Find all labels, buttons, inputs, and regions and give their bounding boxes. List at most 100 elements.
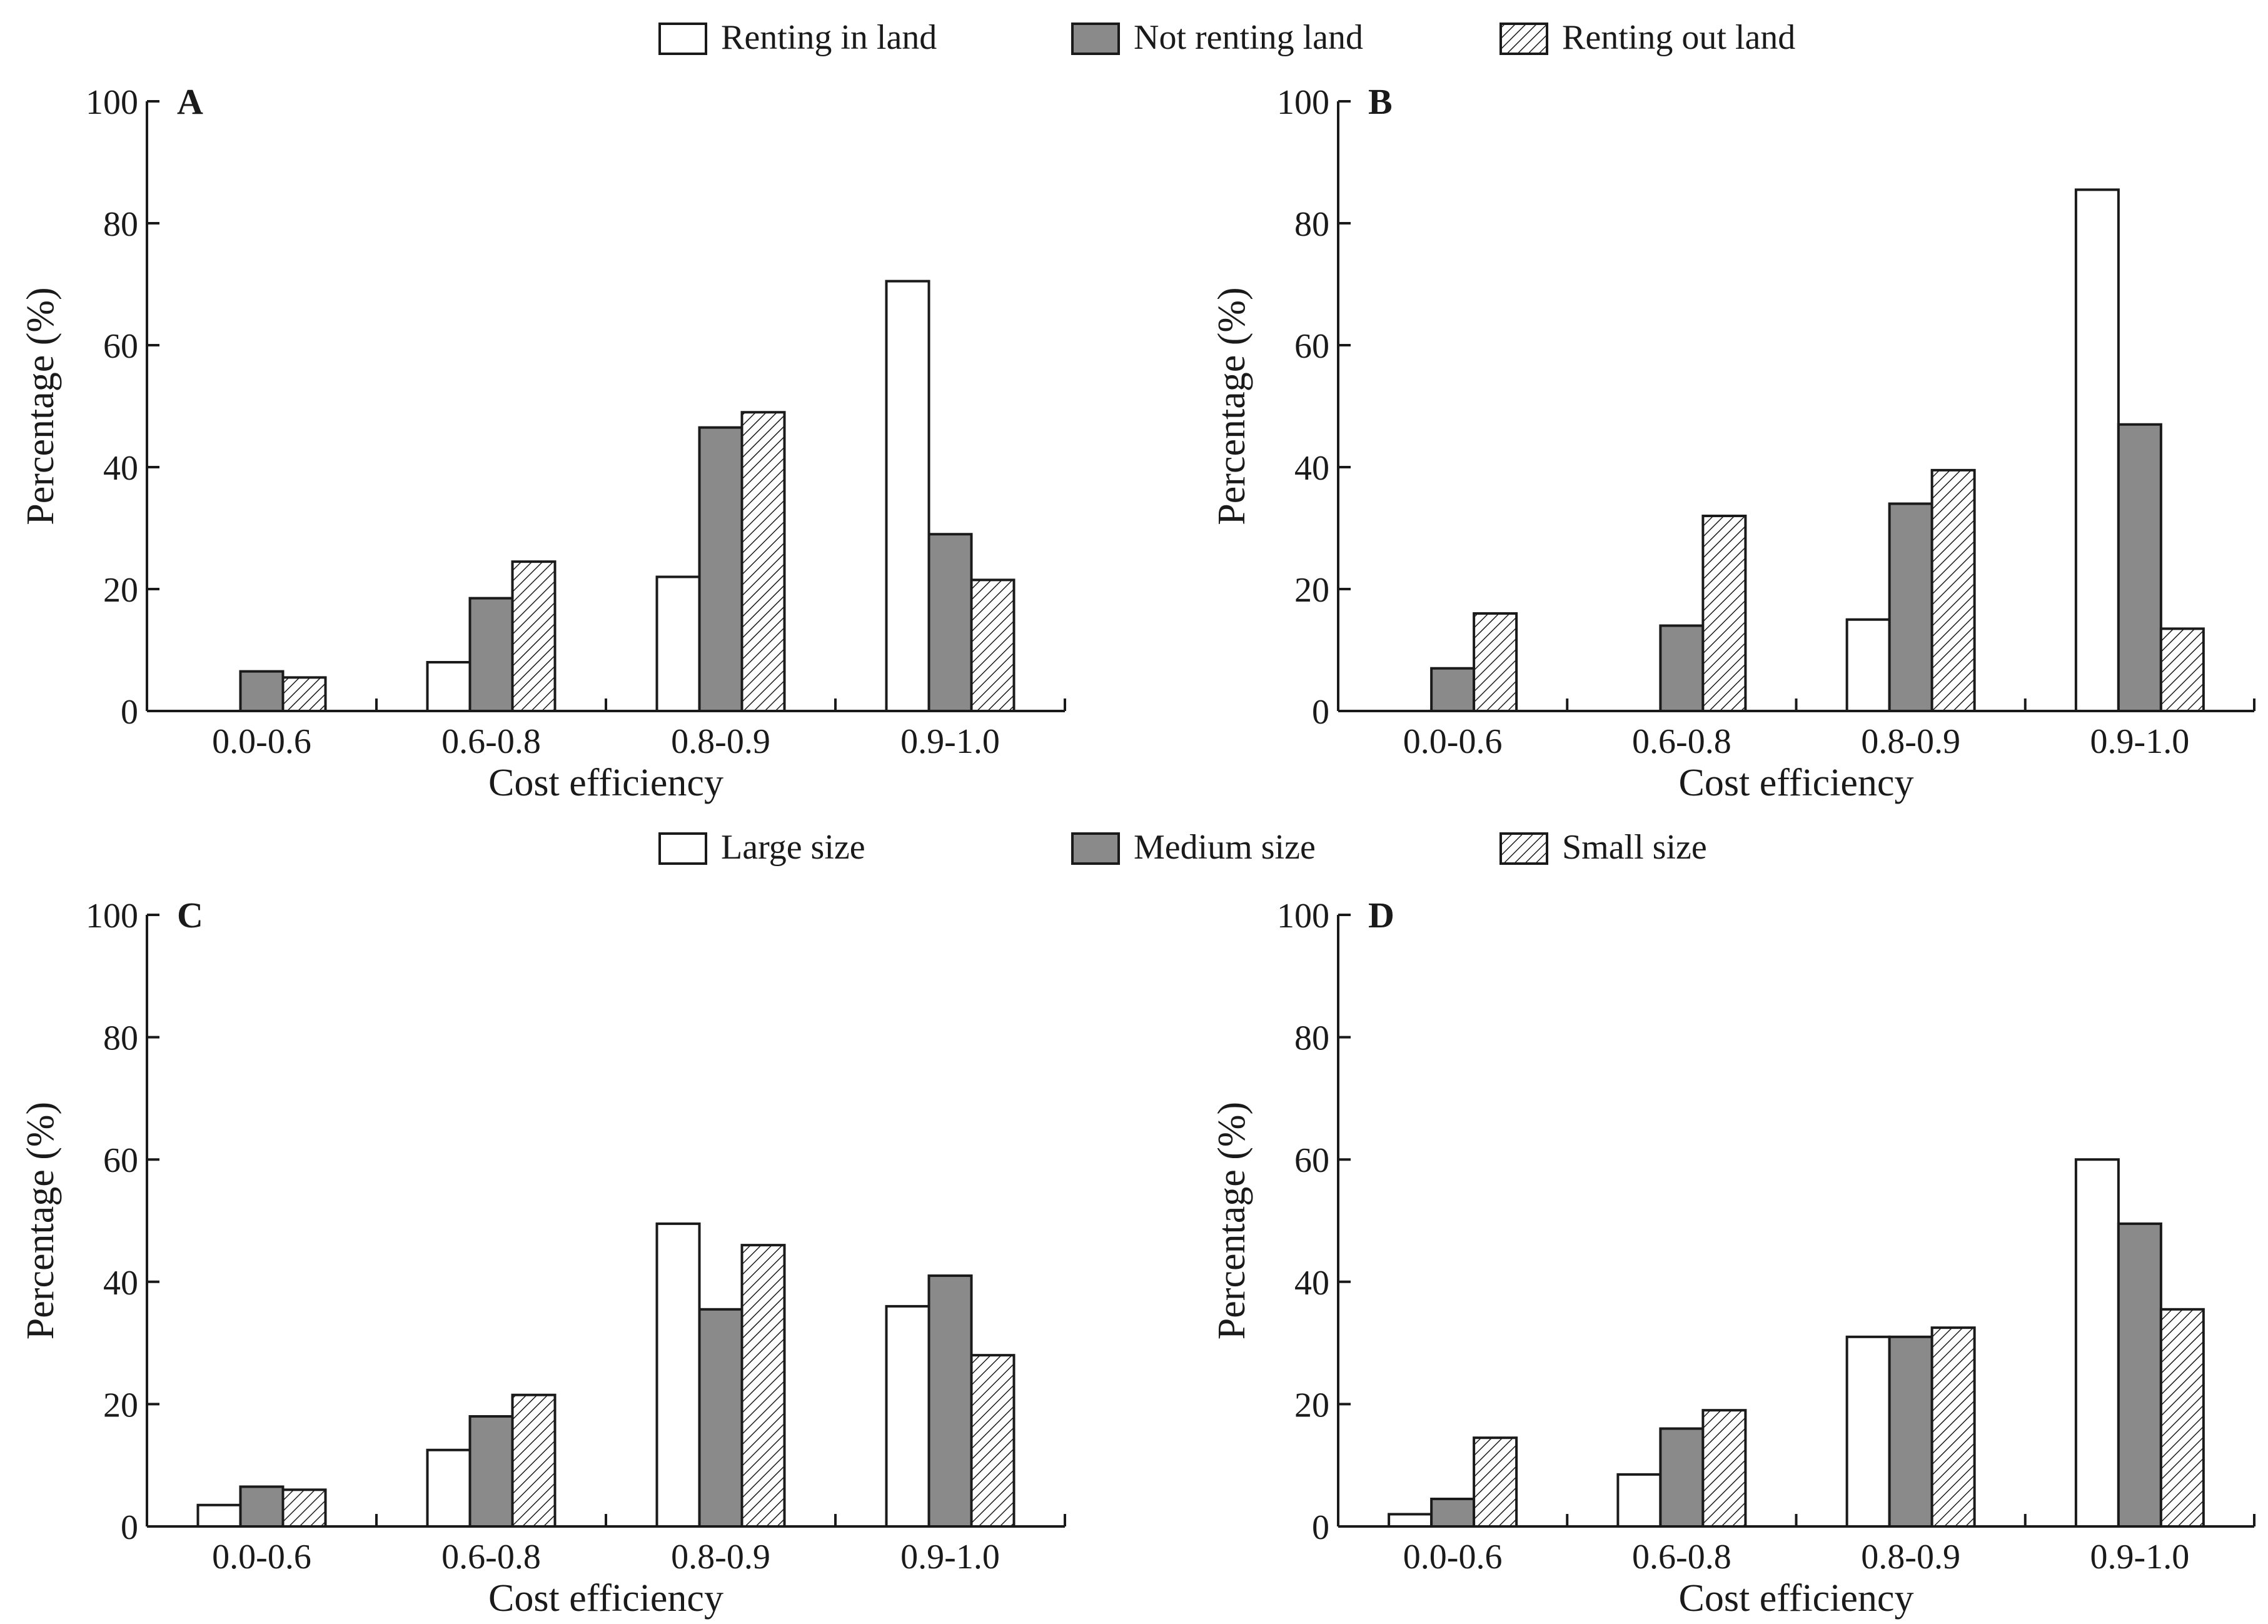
x-tick-label: 0.9-1.0 <box>2090 1538 2190 1576</box>
y-tick-label: 0 <box>1312 693 1329 732</box>
bar-D-gray-0.8-0.9 <box>1888 1335 1933 1528</box>
y-tick-label: 40 <box>103 449 138 488</box>
bar-A-gray-0.0-0.6 <box>239 670 285 712</box>
x-tick-label: 0.6-0.8 <box>441 1538 541 1576</box>
bar-A-hatch-0.0-0.6 <box>281 676 327 712</box>
x-tick-label: 0.0-0.6 <box>212 1538 311 1576</box>
x-tick-label: 0.6-0.8 <box>1632 722 1731 761</box>
bar-D-gray-0.0-0.6 <box>1430 1497 1476 1528</box>
chart-panel-A: 0 20 40 60 80 100 0.0-0.6 0.6-0.8 0.8-0.9 0.9-1.0… <box>19 81 1066 804</box>
legend-bottom: Large size Medium size Small size <box>658 828 1707 867</box>
y-tick-label: 0 <box>121 693 138 732</box>
y-tick-label: 100 <box>86 83 138 122</box>
bar-B-hatch-0.0-0.6 <box>1473 612 1518 712</box>
legend-label: Small size <box>1562 828 1707 867</box>
bar-C-hatch-0.6-0.8 <box>511 1393 557 1528</box>
x-tick-label: 0.6-0.8 <box>1632 1538 1731 1576</box>
bar-B-hatch-0.8-0.9 <box>1930 468 1976 712</box>
y-tick-label: 60 <box>1294 327 1329 366</box>
bar-D-gray-0.9-1.0 <box>2117 1222 2162 1528</box>
chart-panel-B: 0 20 40 60 80 100 0.0-0.6 0.6-0.8 0.8-0.9 0.9-1.0… <box>1211 81 2255 804</box>
bar-C-hatch-0.9-1.0 <box>970 1354 1016 1528</box>
y-tick-label: 20 <box>103 571 138 610</box>
legend-top: Renting in land Not renting land Renting o… <box>658 18 1795 57</box>
y-tick-label: 100 <box>1277 83 1329 122</box>
bar-D-white-0.9-1.0 <box>2074 1158 2120 1528</box>
bar-D-hatch-0.6-0.8 <box>1701 1409 1747 1528</box>
bar-D-hatch-0.9-1.0 <box>2159 1308 2205 1528</box>
legend-swatch-gray <box>1071 832 1120 865</box>
y-tick-label: 80 <box>1294 1019 1329 1058</box>
x-axis-title: Cost efficiency <box>1679 1577 1914 1620</box>
bar-A-hatch-0.6-0.8 <box>511 560 557 712</box>
y-tick-label: 0 <box>121 1508 138 1547</box>
bar-A-gray-0.6-0.8 <box>468 597 514 712</box>
bar-A-white-0.9-1.0 <box>885 280 930 712</box>
y-tick-label: 20 <box>103 1386 138 1425</box>
x-tick-label: 0.9-1.0 <box>900 1538 1000 1576</box>
bar-B-gray-0.6-0.8 <box>1659 624 1705 712</box>
legend-swatch-gray <box>1071 23 1120 55</box>
bar-A-gray-0.9-1.0 <box>927 533 973 712</box>
bar-A-white-0.8-0.9 <box>655 575 701 712</box>
x-tick-label: 0.0-0.6 <box>1403 1538 1503 1576</box>
panel-label: A <box>177 81 203 122</box>
panel-label: B <box>1368 81 1393 122</box>
bar-B-gray-0.0-0.6 <box>1430 667 1476 712</box>
chart-panel-C: 0 20 40 60 80 100 0.0-0.6 0.6-0.8 0.8-0.9 0.9-1.0… <box>19 895 1066 1620</box>
legend-swatch-white <box>658 23 707 55</box>
y-tick-label: 20 <box>1294 571 1329 610</box>
y-tick-label: 40 <box>103 1264 138 1303</box>
bar-C-gray-0.0-0.6 <box>239 1485 285 1528</box>
panel-label: D <box>1368 895 1394 936</box>
x-tick-label: 0.8-0.9 <box>671 1538 770 1576</box>
x-tick-label: 0.0-0.6 <box>1403 722 1503 761</box>
legend-swatch-hatch <box>1499 23 1548 55</box>
x-tick-label: 0.8-0.9 <box>1861 1538 1960 1576</box>
bar-D-white-0.8-0.9 <box>1845 1335 1891 1528</box>
bar-B-white-0.8-0.9 <box>1845 618 1891 712</box>
bar-A-white-0.6-0.8 <box>426 661 471 712</box>
x-tick-label: 0.8-0.9 <box>1861 722 1960 761</box>
bar-A-hatch-0.8-0.9 <box>740 411 786 712</box>
bar-C-hatch-0.8-0.9 <box>740 1244 786 1528</box>
bar-D-hatch-0.8-0.9 <box>1930 1326 1976 1528</box>
panel-label: C <box>177 895 203 936</box>
legend-label: Not renting land <box>1134 18 1363 57</box>
y-axis-title: Percentage (%) <box>19 287 62 525</box>
chart-panels: 0 20 40 60 80 100 0.0-0.6 0.6-0.8 0.8-0.9 0.9-1.0… <box>19 81 2255 1620</box>
y-tick-label: 80 <box>1294 205 1329 244</box>
y-axis-title: Percentage (%) <box>19 1102 62 1339</box>
x-tick-label: 0.8-0.9 <box>671 722 770 761</box>
bar-C-gray-0.6-0.8 <box>468 1415 514 1528</box>
bar-C-gray-0.9-1.0 <box>927 1274 973 1528</box>
x-axis-title: Cost efficiency <box>1679 762 1914 804</box>
bar-B-hatch-0.9-1.0 <box>2159 627 2205 712</box>
bar-A-gray-0.8-0.9 <box>698 426 743 712</box>
legend-label: Renting out land <box>1562 18 1795 57</box>
legend-label: Medium size <box>1134 828 1316 867</box>
bar-A-hatch-0.9-1.0 <box>970 578 1016 712</box>
x-tick-label: 0.6-0.8 <box>441 722 541 761</box>
y-tick-label: 100 <box>1277 897 1329 936</box>
bar-B-white-0.9-1.0 <box>2074 188 2120 712</box>
y-tick-label: 0 <box>1312 1508 1329 1547</box>
bar-C-white-0.8-0.9 <box>655 1222 701 1528</box>
y-tick-label: 60 <box>103 327 138 366</box>
y-axis-title: Percentage (%) <box>1211 287 1253 525</box>
bar-C-hatch-0.0-0.6 <box>281 1488 327 1528</box>
bar-B-hatch-0.6-0.8 <box>1701 515 1747 712</box>
legend-label: Large size <box>721 828 865 867</box>
legend-swatch-white <box>658 832 707 865</box>
y-tick-label: 60 <box>1294 1141 1329 1180</box>
y-tick-label: 80 <box>103 1019 138 1058</box>
chart-panel-D: 0 20 40 60 80 100 0.0-0.6 0.6-0.8 0.8-0.9 0.9-1.0… <box>1211 895 2255 1620</box>
y-tick-label: 40 <box>1294 1264 1329 1303</box>
y-tick-label: 40 <box>1294 449 1329 488</box>
y-tick-label: 100 <box>86 897 138 936</box>
y-tick-label: 80 <box>103 205 138 244</box>
bar-B-gray-0.9-1.0 <box>2117 423 2162 712</box>
bar-C-white-0.0-0.6 <box>196 1503 242 1528</box>
